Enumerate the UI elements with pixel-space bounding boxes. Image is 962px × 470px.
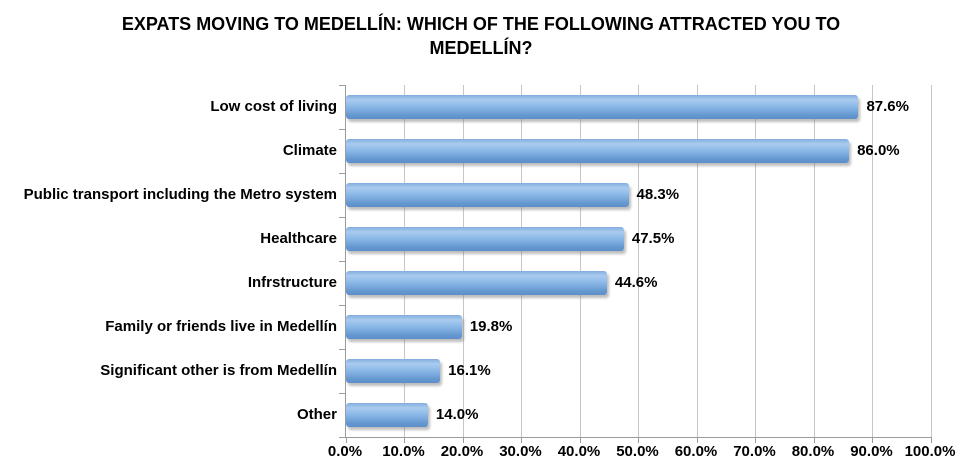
bar bbox=[346, 183, 629, 207]
bar bbox=[346, 95, 859, 119]
x-tick-label: 20.0% bbox=[440, 443, 484, 460]
x-tick-label: 80.0% bbox=[791, 443, 835, 460]
axis-tick bbox=[404, 437, 405, 443]
axis-tick bbox=[755, 437, 756, 443]
category-label: Public transport including the Metro sys… bbox=[23, 186, 337, 203]
gridline bbox=[755, 85, 756, 437]
axis-tick bbox=[930, 437, 932, 443]
axis-tick bbox=[638, 437, 639, 443]
bar-value-label: 86.0% bbox=[857, 142, 900, 159]
category-label: Infrstructure bbox=[247, 274, 337, 291]
bar bbox=[346, 271, 607, 295]
bar-value-label: 44.6% bbox=[614, 274, 658, 291]
axis-tick bbox=[339, 305, 346, 306]
category-label: Healthcare bbox=[260, 230, 337, 247]
category-label: Other bbox=[296, 406, 337, 423]
category-label: Family or friends live in Medellín bbox=[105, 318, 337, 335]
gridline bbox=[462, 85, 464, 437]
gridline bbox=[813, 85, 815, 437]
axis-tick bbox=[579, 437, 581, 443]
chart-title-line1: EXPATS MOVING TO MEDELLÍN: WHICH OF THE … bbox=[121, 14, 841, 34]
x-tick-label: 0.0% bbox=[327, 443, 363, 460]
category-label: Low cost of living bbox=[210, 98, 337, 115]
bar-value-label: 19.8% bbox=[469, 318, 513, 335]
category-label: Significant other is from Medellín bbox=[100, 362, 337, 379]
bar-value-label: 16.1% bbox=[448, 362, 491, 379]
x-tick-label: 50.0% bbox=[616, 443, 659, 460]
chart-title-line2: MEDELLÍN? bbox=[429, 38, 533, 58]
x-tick-label: 30.0% bbox=[499, 443, 542, 460]
bar bbox=[346, 139, 850, 163]
gridline bbox=[638, 85, 639, 437]
axis-tick bbox=[521, 437, 522, 443]
axis-tick bbox=[339, 349, 346, 350]
x-tick-label: 90.0% bbox=[850, 443, 893, 460]
gridline bbox=[404, 85, 405, 437]
bar-value-label: 87.6% bbox=[866, 98, 909, 115]
axis-tick bbox=[872, 437, 873, 443]
gridline bbox=[579, 85, 581, 437]
bar-value-label: 14.0% bbox=[435, 406, 479, 423]
axis-tick bbox=[813, 437, 815, 443]
axis-tick bbox=[339, 85, 346, 86]
axis-tick bbox=[339, 437, 346, 438]
plot-area bbox=[339, 85, 932, 443]
axis-tick bbox=[339, 217, 346, 218]
bar bbox=[346, 359, 441, 383]
bar-value-label: 48.3% bbox=[636, 186, 680, 203]
axis-tick bbox=[345, 437, 347, 443]
x-tick-label: 70.0% bbox=[733, 443, 776, 460]
gridline bbox=[521, 85, 522, 437]
axis-tick bbox=[696, 437, 698, 443]
gridline bbox=[930, 85, 932, 437]
x-tick-label: 60.0% bbox=[674, 443, 718, 460]
x-tick-label: 10.0% bbox=[382, 443, 425, 460]
gridline bbox=[696, 85, 698, 437]
x-tick-label: 40.0% bbox=[557, 443, 601, 460]
axis-tick bbox=[339, 173, 346, 174]
bar-value-label: 47.5% bbox=[631, 230, 675, 247]
category-label: Climate bbox=[282, 142, 337, 159]
axis-tick bbox=[339, 129, 346, 130]
bar bbox=[346, 403, 428, 427]
x-tick-label: 100.0% bbox=[904, 443, 956, 460]
axis-tick bbox=[339, 261, 346, 262]
bar bbox=[346, 227, 624, 251]
axis-tick bbox=[462, 437, 464, 443]
gridline bbox=[872, 85, 873, 437]
bar bbox=[346, 315, 462, 339]
axis-tick bbox=[339, 393, 346, 394]
